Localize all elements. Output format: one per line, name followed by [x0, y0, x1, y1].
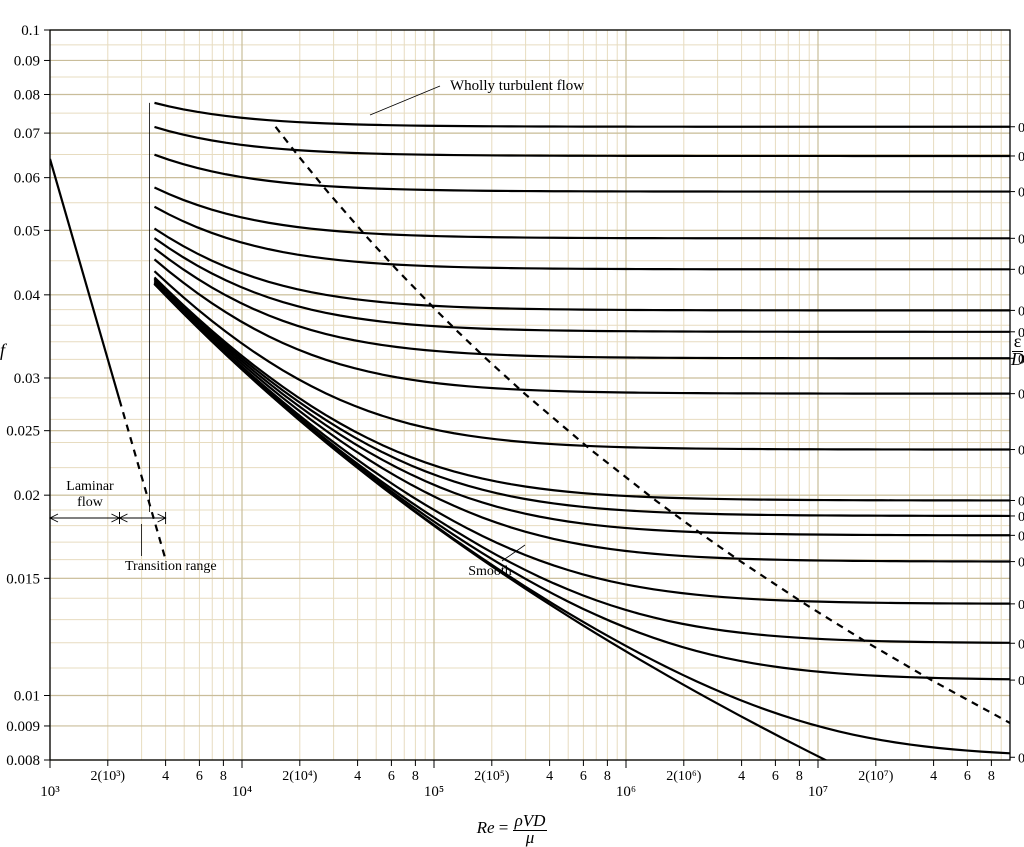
svg-text:6: 6: [388, 769, 395, 784]
right-axis-label: ε D: [1011, 332, 1024, 368]
svg-text:2(10⁷): 2(10⁷): [858, 769, 894, 784]
svg-text:0.05: 0.05: [1018, 121, 1024, 136]
svg-text:4: 4: [930, 769, 937, 784]
svg-text:4: 4: [162, 769, 169, 784]
chart-svg: 0.1 0.09 0.08 0.07 0.06 0.05 0.04 0.03 0.025 0.02…: [0, 0, 1024, 840]
svg-text:Wholly turbulent flow: Wholly turbulent flow: [450, 78, 584, 94]
svg-text:0.04: 0.04: [1018, 150, 1024, 165]
svg-text:0.0008: 0.0008: [1018, 510, 1024, 525]
svg-text:0.015: 0.015: [6, 571, 40, 587]
svg-text:0.08: 0.08: [14, 87, 40, 103]
svg-text:10⁷: 10⁷: [808, 784, 828, 800]
svg-text:4: 4: [546, 769, 553, 784]
svg-text:10³: 10³: [40, 784, 60, 800]
svg-text:2(10⁴): 2(10⁴): [282, 769, 318, 784]
svg-text:2(10³): 2(10³): [91, 769, 126, 784]
svg-text:0.004: 0.004: [1018, 388, 1024, 403]
svg-text:flow: flow: [77, 495, 104, 510]
svg-text:0.05: 0.05: [14, 223, 40, 239]
svg-text:0.00005: 0.00005: [1018, 674, 1024, 689]
svg-text:0.025: 0.025: [6, 424, 40, 440]
svg-text:8: 8: [604, 769, 611, 784]
svg-text:0.07: 0.07: [14, 126, 41, 142]
svg-text:0.09: 0.09: [14, 53, 40, 69]
svg-text:10⁵: 10⁵: [424, 784, 444, 800]
svg-text:10⁴: 10⁴: [232, 784, 252, 800]
svg-text:2(10⁵): 2(10⁵): [474, 769, 510, 784]
svg-text:6: 6: [196, 769, 203, 784]
svg-text:0.0004: 0.0004: [1018, 556, 1024, 571]
svg-text:0.008: 0.008: [6, 753, 40, 769]
svg-text:0.0001: 0.0001: [1018, 637, 1024, 652]
svg-text:8: 8: [796, 769, 803, 784]
svg-text:0.03: 0.03: [1018, 186, 1024, 201]
moody-chart: { "chart": { "type": "line-loglog", "wid…: [0, 0, 1024, 840]
svg-text:0.015: 0.015: [1018, 263, 1024, 278]
svg-text:2(10⁶): 2(10⁶): [666, 769, 702, 784]
svg-text:0.03: 0.03: [14, 371, 40, 387]
svg-text:0.04: 0.04: [14, 288, 41, 304]
svg-text:8: 8: [220, 769, 227, 784]
svg-text:8: 8: [412, 769, 419, 784]
svg-text:6: 6: [964, 769, 971, 784]
svg-text:0.0002: 0.0002: [1018, 598, 1024, 613]
svg-text:0.01: 0.01: [1018, 304, 1024, 319]
svg-text:0.01: 0.01: [14, 689, 40, 705]
svg-text:Smooth: Smooth: [468, 564, 512, 579]
svg-text:0.06: 0.06: [14, 171, 41, 187]
svg-text:0.00001: 0.00001: [1018, 751, 1024, 766]
svg-text:0.009: 0.009: [6, 719, 40, 735]
svg-text:0.0006: 0.0006: [1018, 529, 1024, 544]
svg-text:0.002: 0.002: [1018, 444, 1024, 459]
svg-text:0.02: 0.02: [1018, 232, 1024, 247]
svg-text:Laminar: Laminar: [66, 479, 114, 494]
svg-text:Transition range: Transition range: [125, 559, 217, 574]
svg-text:6: 6: [580, 769, 587, 784]
svg-text:10⁶: 10⁶: [616, 784, 636, 800]
svg-text:4: 4: [738, 769, 745, 784]
svg-text:4: 4: [354, 769, 361, 784]
svg-text:0.1: 0.1: [21, 23, 40, 39]
svg-text:0.001: 0.001: [1018, 494, 1024, 509]
svg-text:8: 8: [988, 769, 995, 784]
x-axis-label: Re = ρVD μ: [0, 812, 1024, 846]
svg-text:0.02: 0.02: [14, 488, 40, 504]
svg-text:6: 6: [772, 769, 779, 784]
y-axis-label: f: [0, 340, 5, 361]
